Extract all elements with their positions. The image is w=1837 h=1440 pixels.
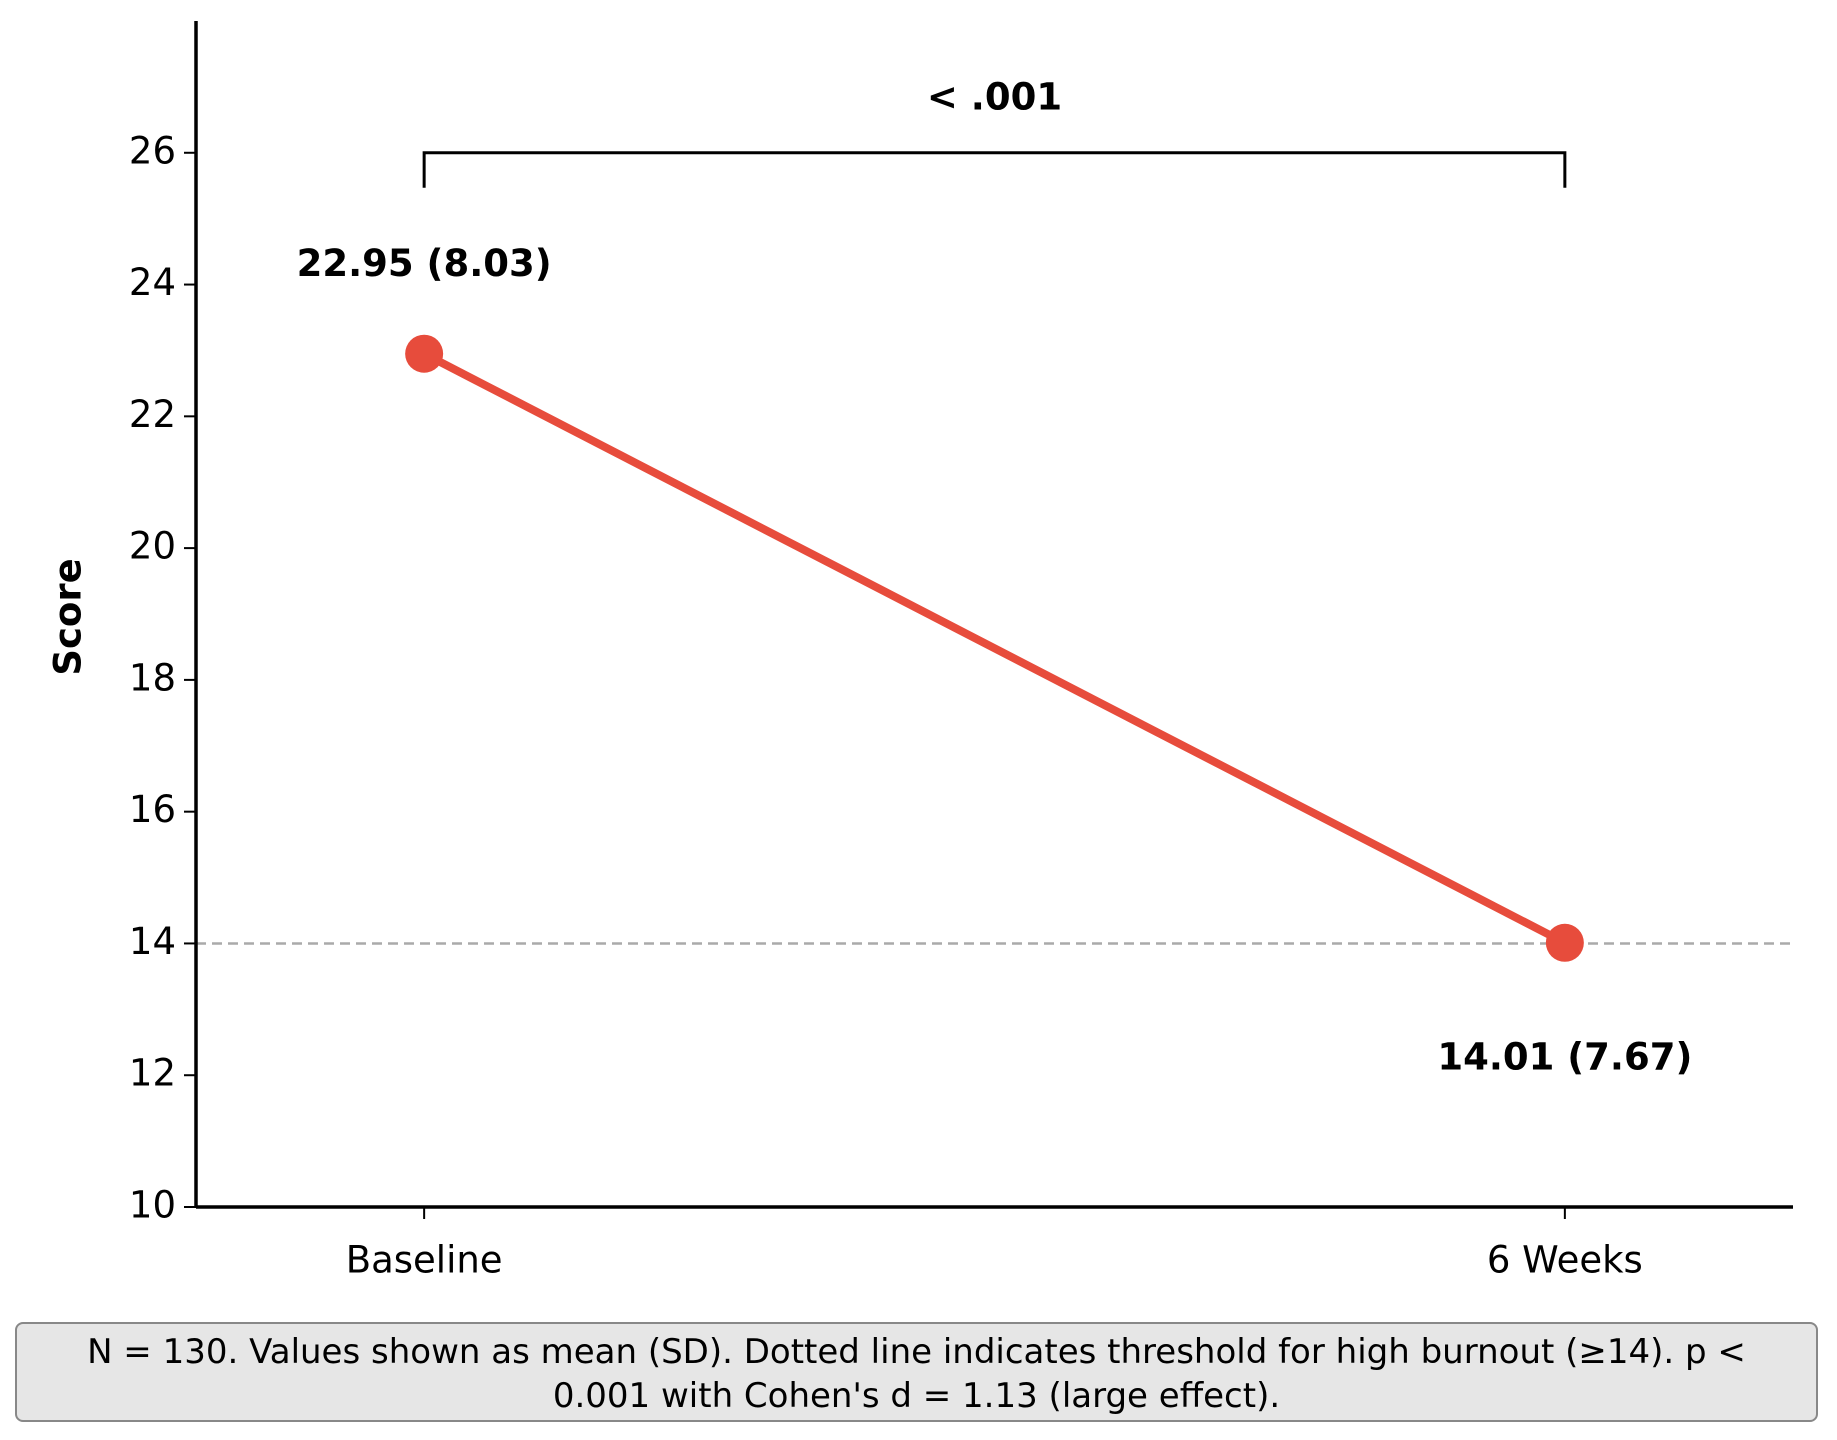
y-axis-label: Score bbox=[47, 558, 90, 675]
x-tick-label: Baseline bbox=[346, 1239, 503, 1282]
value-label: 22.95 (8.03) bbox=[297, 242, 552, 285]
significance-label: < .001 bbox=[927, 75, 1062, 118]
line bbox=[422, 350, 1567, 947]
y-tick-label: 20 bbox=[129, 525, 176, 568]
y-tick-label: 10 bbox=[129, 1184, 176, 1227]
chart: Score 10 12 14 16 18 20 22 24 26 Baseline 6 Weeks <… bbox=[47, 21, 1793, 1282]
y-tick-label: 24 bbox=[129, 261, 176, 304]
y-tick-label: 22 bbox=[129, 393, 176, 436]
y-tick-label: 14 bbox=[129, 920, 176, 963]
y-tick-label: 16 bbox=[129, 788, 176, 831]
y-tick-label: 18 bbox=[129, 656, 176, 699]
footnote: N = 130. Values shown as mean (SD). Dott… bbox=[15, 1322, 1818, 1422]
significance-bracket bbox=[422, 151, 1567, 188]
y-tick-label: 12 bbox=[129, 1052, 176, 1095]
point bbox=[405, 334, 444, 373]
point bbox=[1545, 923, 1584, 962]
value-label: 14.01 (7.67) bbox=[1437, 1035, 1692, 1078]
y-tick-label: 26 bbox=[129, 129, 176, 172]
x-tick-label: 6 Weeks bbox=[1487, 1239, 1643, 1282]
